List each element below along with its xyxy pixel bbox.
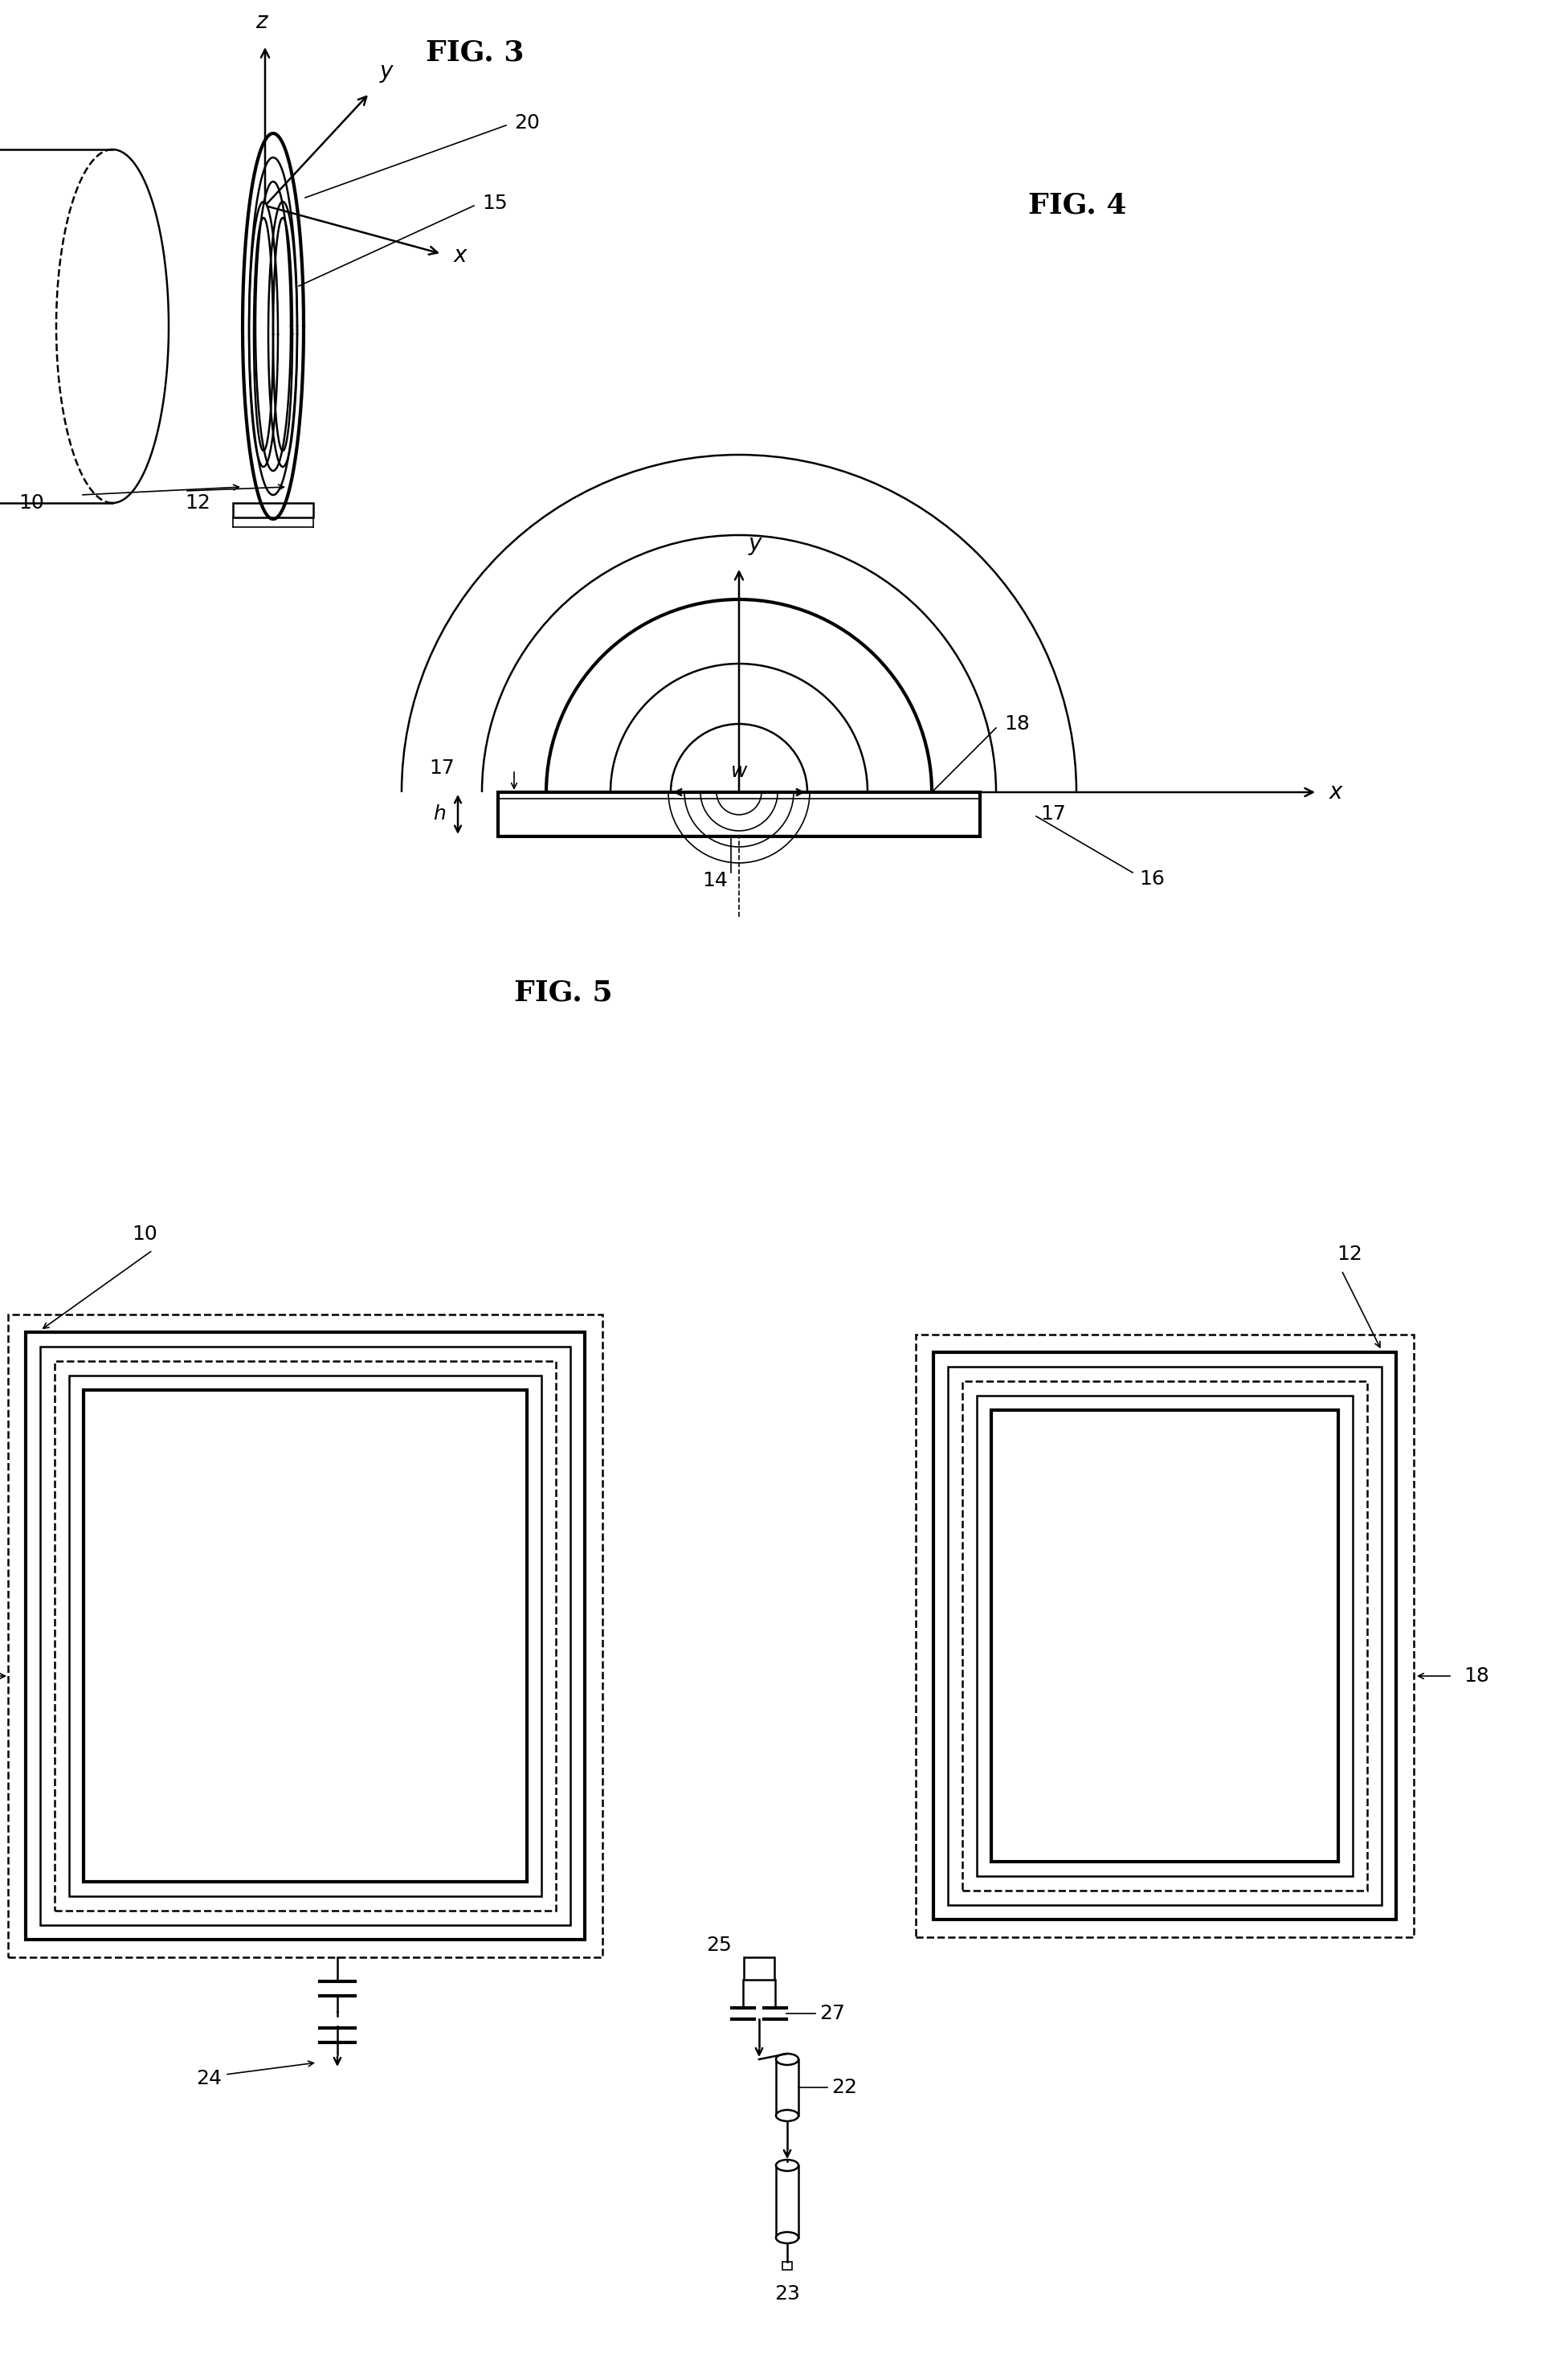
Ellipse shape: [776, 2055, 798, 2064]
Text: 24: 24: [196, 2069, 221, 2088]
Text: x: x: [1330, 781, 1342, 804]
Text: w: w: [731, 762, 748, 781]
Text: 23: 23: [775, 2284, 800, 2302]
Text: 17: 17: [430, 760, 455, 778]
Text: y: y: [748, 533, 762, 554]
Bar: [499, 793, 980, 837]
Text: 25: 25: [706, 1937, 732, 1956]
Text: 27: 27: [820, 2003, 845, 2024]
Text: FIG. 5: FIG. 5: [514, 979, 613, 1007]
Text: h: h: [433, 804, 445, 823]
Bar: [776, 2166, 798, 2239]
Text: 17: 17: [1040, 804, 1066, 823]
Text: 16: 16: [1138, 870, 1165, 889]
Bar: [949, 1366, 1381, 1906]
Text: 12: 12: [185, 493, 210, 512]
Bar: [41, 1347, 571, 1925]
Bar: [991, 1411, 1338, 1861]
Text: 10: 10: [19, 493, 44, 512]
Text: 10: 10: [132, 1224, 157, 1243]
Bar: [743, 1958, 775, 1979]
Text: 20: 20: [514, 113, 539, 132]
Bar: [977, 1397, 1353, 1875]
Bar: [963, 1380, 1367, 1890]
Bar: [69, 1375, 541, 1897]
Bar: [8, 1314, 602, 1958]
Text: 18: 18: [1463, 1665, 1490, 1687]
Bar: [933, 1352, 1396, 1920]
Ellipse shape: [776, 2232, 798, 2243]
Bar: [916, 1335, 1414, 1937]
Bar: [776, 2059, 798, 2116]
Text: FIG. 3: FIG. 3: [426, 40, 524, 66]
Text: 22: 22: [831, 2078, 858, 2097]
Bar: [25, 1333, 585, 1939]
Text: FIG. 4: FIG. 4: [1029, 191, 1126, 219]
Bar: [234, 502, 314, 517]
Bar: [55, 1361, 557, 1911]
Text: y: y: [379, 61, 394, 83]
Text: 18: 18: [1004, 715, 1030, 734]
Text: 15: 15: [481, 193, 508, 212]
Text: z: z: [256, 9, 267, 33]
Text: 12: 12: [1336, 1246, 1363, 1264]
Text: 14: 14: [702, 870, 728, 889]
Bar: [83, 1389, 527, 1882]
Ellipse shape: [776, 2109, 798, 2121]
Ellipse shape: [776, 2161, 798, 2170]
Text: x: x: [453, 245, 467, 267]
Bar: [782, 2262, 792, 2269]
